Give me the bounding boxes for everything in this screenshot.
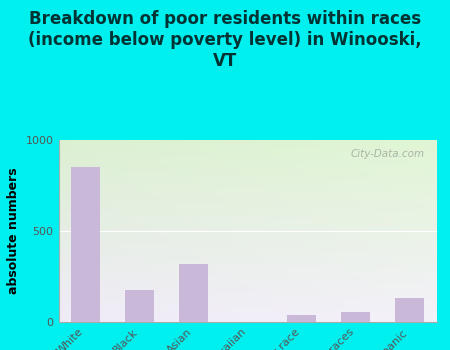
Text: Breakdown of poor residents within races
(income below poverty level) in Winoosk: Breakdown of poor residents within races…: [28, 10, 422, 70]
Bar: [71, 167, 100, 322]
Bar: [395, 298, 424, 322]
Y-axis label: absolute numbers: absolute numbers: [7, 168, 20, 294]
Bar: [341, 312, 370, 322]
Bar: [125, 290, 154, 322]
Text: City-Data.com: City-Data.com: [351, 149, 425, 159]
Bar: [287, 315, 316, 322]
Bar: [179, 264, 208, 322]
